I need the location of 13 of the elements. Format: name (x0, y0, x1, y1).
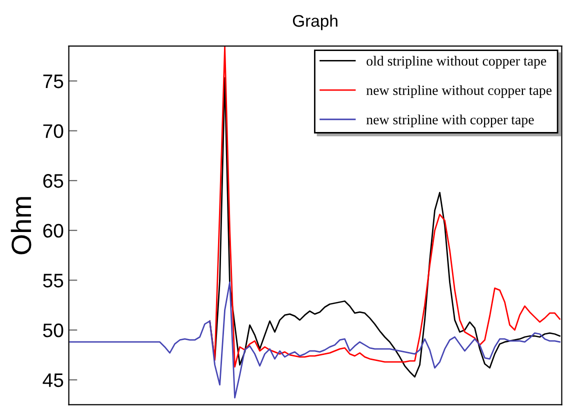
y-tick-label: 70 (43, 124, 64, 138)
line-series (69, 282, 560, 398)
y-axis-title: Ohm (10, 197, 32, 254)
y-tick-label: 75 (43, 74, 64, 88)
legend-label: new stripline without copper tape (366, 85, 552, 98)
y-tick-label: 60 (43, 224, 64, 238)
legend-label: old stripline without copper tape (366, 56, 546, 69)
y-tick-label: 50 (43, 323, 64, 338)
legend-label: new stripline with copper tape (366, 114, 534, 128)
chart-title: Graph (292, 14, 338, 30)
y-tick-label: 65 (43, 174, 64, 188)
y-tick-label: 55 (43, 274, 64, 288)
y-tick-label: 45 (42, 374, 64, 388)
